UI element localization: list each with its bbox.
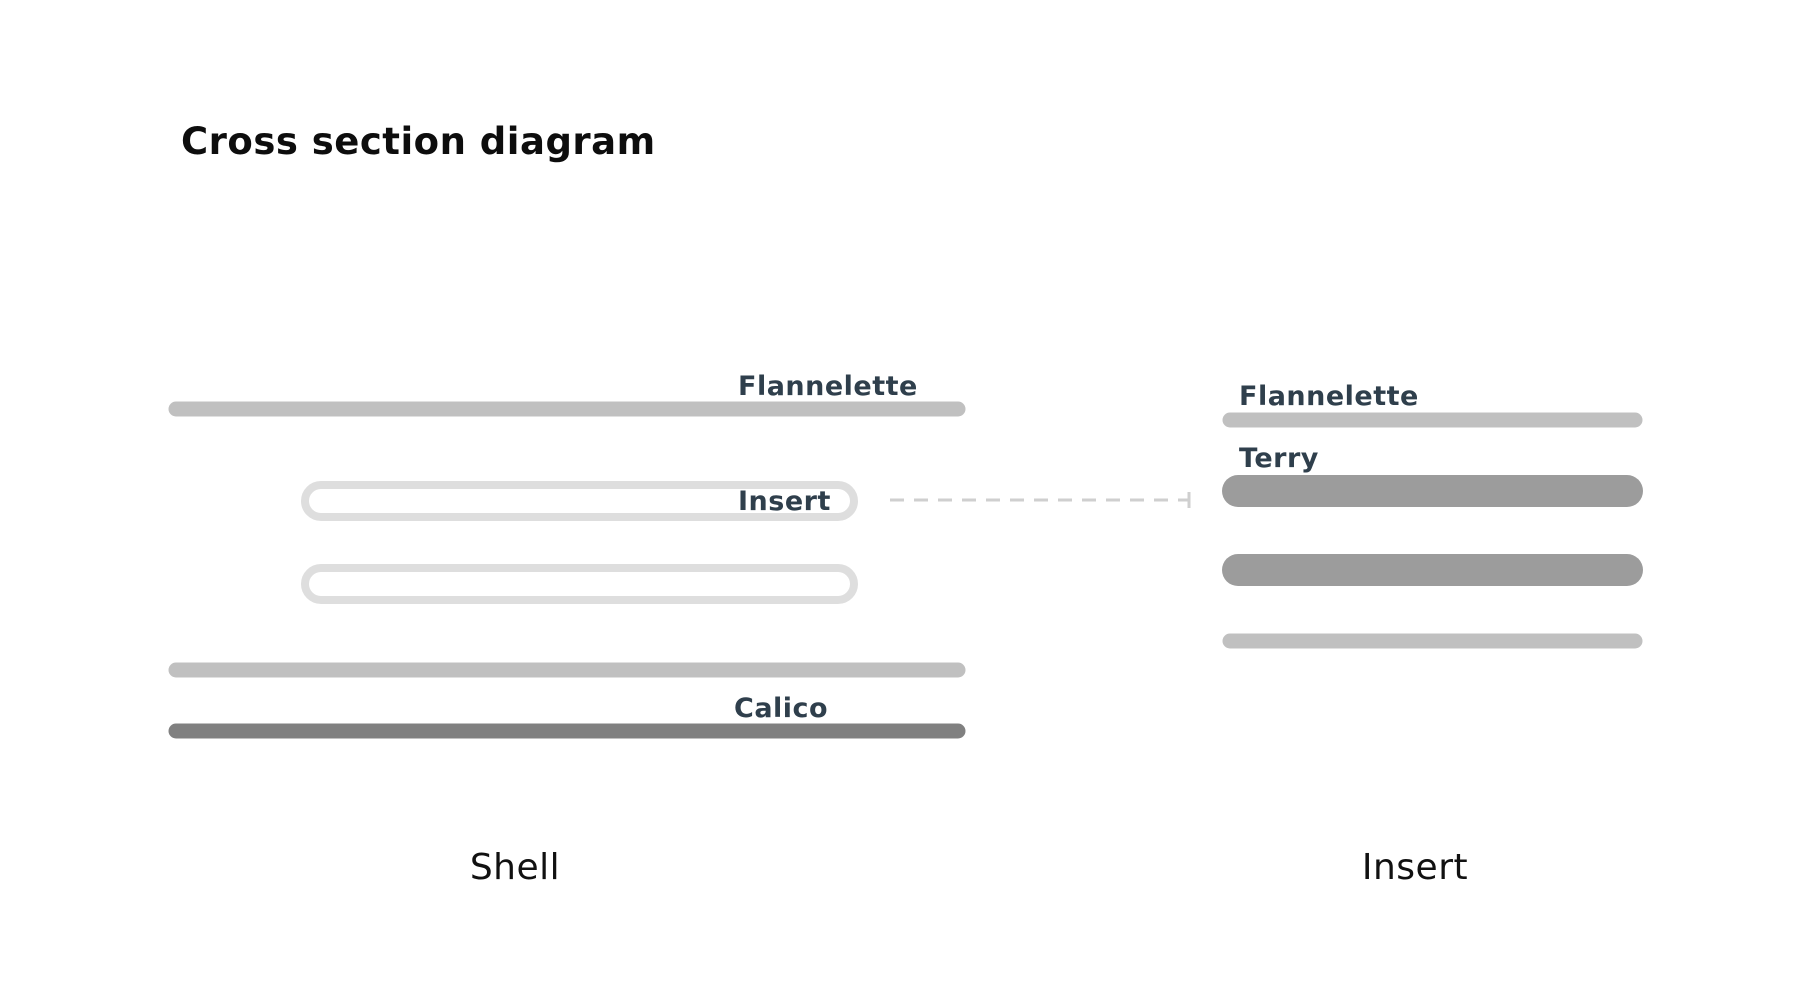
shell-insert-pocket-upper bbox=[301, 481, 858, 521]
page-title: Cross section diagram bbox=[181, 120, 656, 163]
shell-caption: Shell bbox=[469, 847, 561, 888]
shell-insert-pocket-lower bbox=[301, 564, 858, 604]
insert-terry-label: Terry bbox=[1239, 443, 1319, 474]
shell-insert-label: Insert bbox=[738, 486, 831, 517]
shell-calico-label: Calico bbox=[734, 693, 829, 724]
insert-caption: Insert bbox=[1361, 847, 1469, 888]
shell-flannelette-label: Flannelette bbox=[738, 371, 918, 402]
insert-flannelette-label: Flannelette bbox=[1239, 381, 1419, 412]
